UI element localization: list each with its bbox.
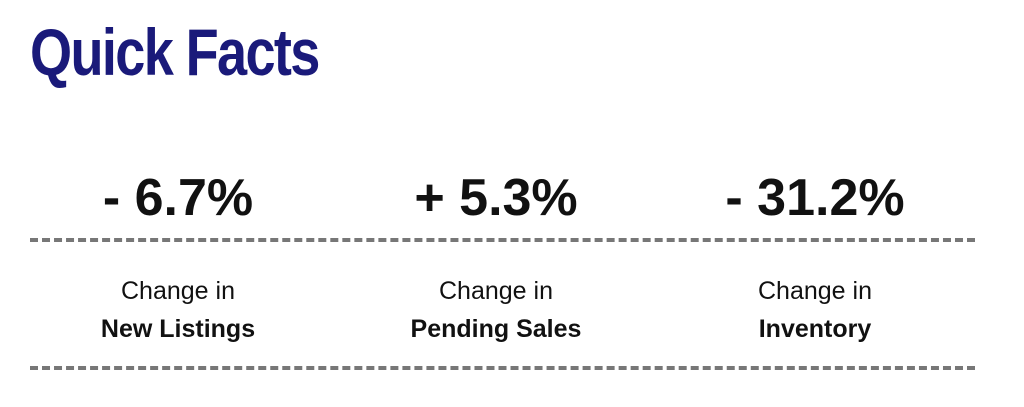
label-line: Change in xyxy=(121,277,235,305)
label-metric: Inventory xyxy=(758,315,872,343)
label-line: Change in xyxy=(758,277,872,305)
inventory-value: - 31.2% xyxy=(725,169,905,227)
inventory-label: Change in Inventory xyxy=(665,272,965,348)
page-title: Quick Facts xyxy=(30,15,320,89)
label-metric: Pending Sales xyxy=(410,315,582,343)
pending-sales-label: Change in Pending Sales xyxy=(346,272,646,348)
divider xyxy=(30,238,975,242)
label-line: Change in xyxy=(439,277,553,305)
pending-sales-value: + 5.3% xyxy=(414,169,578,227)
new-listings-label: Change in New Listings xyxy=(28,272,328,348)
new-listings-value: - 6.7% xyxy=(102,169,254,227)
label-metric: New Listings xyxy=(100,315,256,343)
divider xyxy=(30,366,975,370)
